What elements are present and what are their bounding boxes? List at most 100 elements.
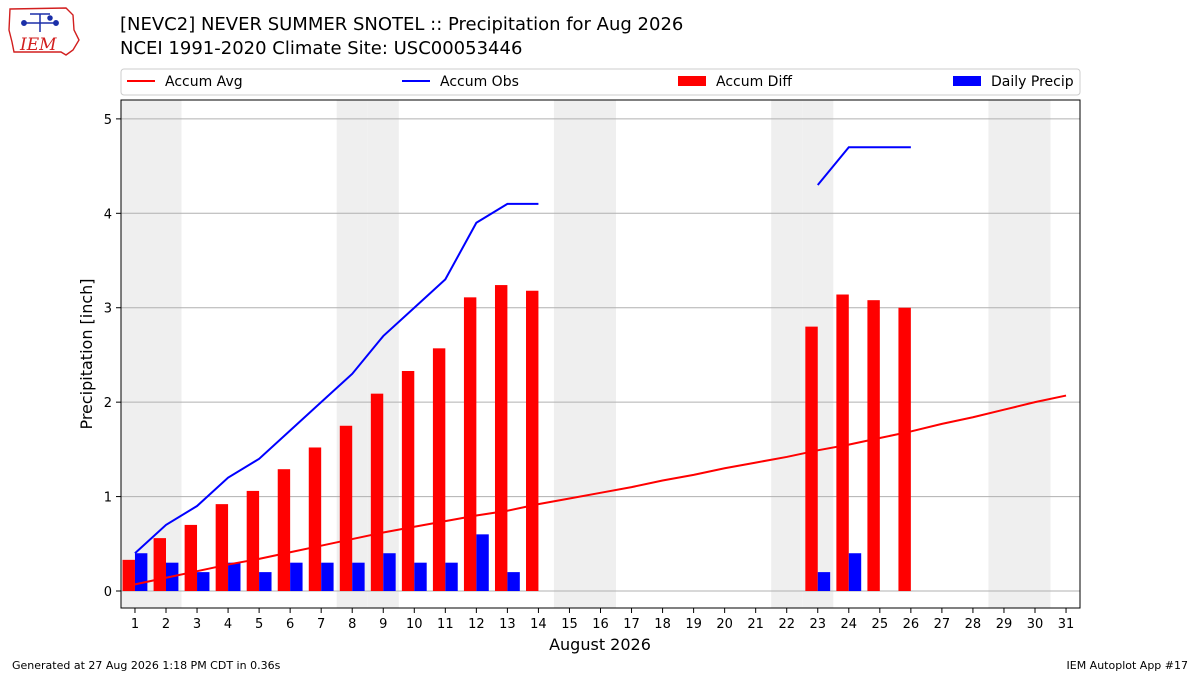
daily-precip-bar-day-12 xyxy=(476,534,489,592)
weekend-shading xyxy=(121,100,1051,608)
daily-precip-bar-day-10 xyxy=(414,562,427,592)
x-tick-label-18: 18 xyxy=(654,617,671,632)
accum-diff-bar-day-5 xyxy=(246,490,260,592)
weekend-shade-day-2 xyxy=(150,100,182,608)
weekend-shade-day-15 xyxy=(553,100,585,608)
lines xyxy=(134,146,1067,586)
accum-avg-line xyxy=(134,394,1067,586)
daily-precip-bar-day-24 xyxy=(848,553,862,592)
legend-swatch-daily-precip xyxy=(953,76,981,86)
accum-diff-bar-day-3 xyxy=(184,524,198,592)
x-tick-label-26: 26 xyxy=(903,617,920,632)
weekend-shade-day-16 xyxy=(584,100,617,608)
y-tick-label-3: 3 xyxy=(104,302,112,317)
accum-diff-bar-day-13 xyxy=(494,285,508,592)
iem-logo-text: IEM xyxy=(19,35,57,55)
weather-station-icon xyxy=(21,13,59,32)
weekend-shade-day-1 xyxy=(121,100,151,608)
daily-precip-bar-day-6 xyxy=(290,562,303,592)
x-tick-label-31: 31 xyxy=(1058,617,1075,632)
chart-subtitle: NCEI 1991-2020 Climate Site: USC00053446 xyxy=(120,38,522,59)
x-tick-label-5: 5 xyxy=(255,617,263,632)
accum-diff-bar-day-26 xyxy=(898,307,911,592)
iem-logo-outline xyxy=(8,7,80,56)
bars xyxy=(122,285,911,592)
accum-diff-bar-day-6 xyxy=(277,469,291,592)
accum-diff-bar-day-25 xyxy=(867,300,880,592)
x-tick-label-3: 3 xyxy=(193,617,201,632)
x-tick-label-27: 27 xyxy=(934,617,951,632)
accum-diff-bar-day-4 xyxy=(215,504,229,592)
legend-label-accum-diff: Accum Diff xyxy=(716,74,792,90)
x-tick-label-7: 7 xyxy=(317,617,325,632)
daily-precip-bar-day-7 xyxy=(321,562,334,592)
x-tick-label-21: 21 xyxy=(747,617,764,632)
accum-diff-bar-day-7 xyxy=(308,447,322,592)
x-tick-label-20: 20 xyxy=(716,617,733,632)
iem-logo: IEM xyxy=(8,7,80,56)
footer-app-text: IEM Autoplot App #17 xyxy=(1067,659,1189,672)
legend: Accum Avg Accum Obs Accum Diff Daily Pre… xyxy=(120,68,1081,96)
x-tick-label-25: 25 xyxy=(872,617,889,632)
legend-label-accum-obs: Accum Obs xyxy=(440,74,519,90)
daily-precip-bar-day-3 xyxy=(197,572,210,592)
accum-diff-bar-day-11 xyxy=(432,348,446,592)
accum-diff-bar-day-9 xyxy=(370,393,384,592)
chart-title: [NEVC2] NEVER SUMMER SNOTEL :: Precipita… xyxy=(120,14,683,35)
x-tick-label-11: 11 xyxy=(437,617,454,632)
daily-precip-bar-day-4 xyxy=(228,562,241,592)
x-tick-label-6: 6 xyxy=(286,617,294,632)
x-tick-label-4: 4 xyxy=(224,617,232,632)
x-tick-label-1: 1 xyxy=(131,617,139,632)
x-axis-ticks: 1 2 3 4 5 6 7 8 9 10 11 12 13 14 15 16 17 18 19 20 21 22 23 24 2… xyxy=(131,608,1074,632)
x-tick-label-28: 28 xyxy=(965,617,982,632)
accum-diff-bar-day-14 xyxy=(526,290,539,592)
x-tick-label-24: 24 xyxy=(841,617,858,632)
legend-frame xyxy=(120,68,1081,96)
x-tick-label-16: 16 xyxy=(592,617,609,632)
daily-precip-bar-day-5 xyxy=(259,572,272,592)
legend-swatch-accum-diff xyxy=(678,76,706,86)
daily-precip-bar-day-11 xyxy=(445,562,458,592)
accum-obs-line-segment-1 xyxy=(134,202,539,554)
accum-diff-bar-day-24 xyxy=(836,294,849,592)
daily-precip-bar-day-23 xyxy=(817,572,831,592)
daily-precip-bar-day-9 xyxy=(383,553,396,592)
y-tick-label-0: 0 xyxy=(104,585,112,600)
x-tick-label-23: 23 xyxy=(809,617,826,632)
x-tick-label-2: 2 xyxy=(162,617,170,632)
legend-label-daily-precip: Daily Precip xyxy=(991,74,1074,90)
daily-precip-bar-day-1 xyxy=(134,553,148,592)
x-tick-label-10: 10 xyxy=(406,617,423,632)
x-tick-label-14: 14 xyxy=(530,617,547,632)
accum-diff-bar-day-1 xyxy=(122,559,135,592)
x-tick-label-19: 19 xyxy=(685,617,702,632)
y-tick-label-4: 4 xyxy=(104,207,112,222)
accum-diff-bar-day-12 xyxy=(463,297,477,592)
daily-precip-bar-day-8 xyxy=(352,562,365,592)
x-tick-label-15: 15 xyxy=(561,617,578,632)
x-tick-label-9: 9 xyxy=(379,617,387,632)
accum-diff-bar-day-23 xyxy=(805,326,818,592)
legend-label-accum-avg: Accum Avg xyxy=(165,74,243,90)
y-axis-ticks: 0 1 2 3 4 5 xyxy=(104,113,121,600)
accum-obs-line-segment-2 xyxy=(816,146,911,186)
weekend-shade-day-22 xyxy=(771,100,803,608)
accum-diff-bar-day-2 xyxy=(153,538,167,592)
x-tick-label-29: 29 xyxy=(996,617,1013,632)
accum-diff-bar-day-10 xyxy=(401,370,415,592)
y-tick-label-1: 1 xyxy=(104,491,112,506)
footer-generated-text: Generated at 27 Aug 2026 1:18 PM CDT in … xyxy=(12,659,281,672)
x-tick-label-30: 30 xyxy=(1027,617,1044,632)
x-axis-label: August 2026 xyxy=(549,635,651,654)
x-tick-label-22: 22 xyxy=(778,617,795,632)
x-tick-label-8: 8 xyxy=(348,617,356,632)
x-tick-label-13: 13 xyxy=(499,617,516,632)
y-tick-label-2: 2 xyxy=(104,396,112,411)
x-tick-label-17: 17 xyxy=(623,617,640,632)
weekend-shade-day-29 xyxy=(988,100,1020,608)
accum-diff-bar-day-8 xyxy=(339,425,353,592)
weekend-shade-day-30 xyxy=(1019,100,1051,608)
y-tick-label-5: 5 xyxy=(104,113,112,128)
